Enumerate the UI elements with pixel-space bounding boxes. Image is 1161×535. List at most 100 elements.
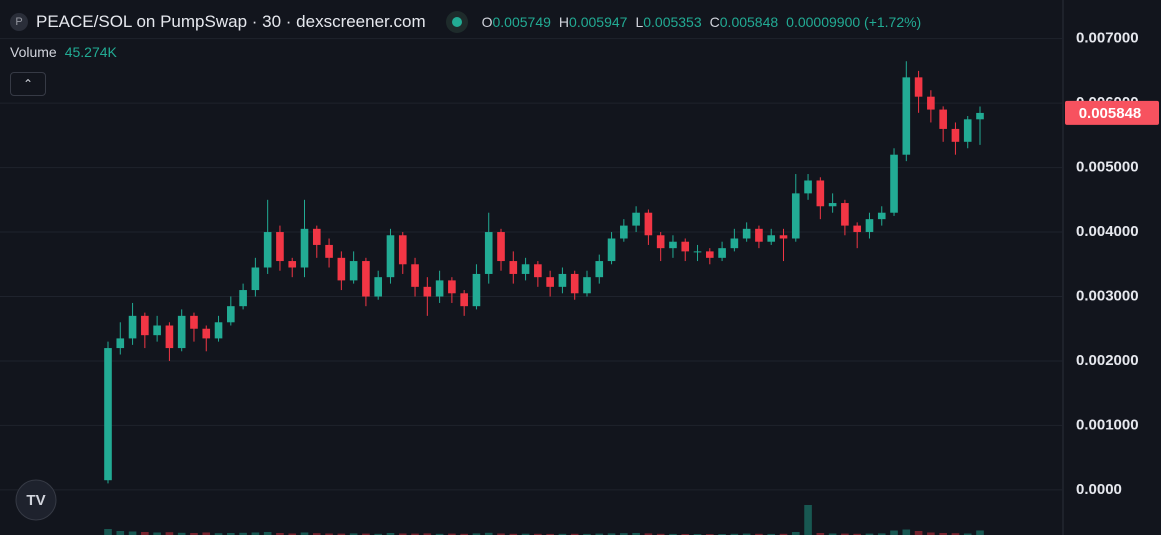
- candle-body: [927, 96, 935, 110]
- volume-bar: [865, 533, 874, 535]
- collapse-button[interactable]: ⌃: [10, 72, 46, 96]
- candle-body: [497, 232, 505, 262]
- price-axis: 0.0000 0.001000 0.002000 0.003000 0.004000 0.…: [1065, 30, 1159, 498]
- volume-bar: [767, 533, 776, 535]
- candle-body: [349, 261, 358, 281]
- volume-bar: [214, 533, 223, 535]
- candle-body: [705, 251, 714, 258]
- volume-bar: [177, 532, 186, 535]
- volume-bar: [165, 532, 174, 535]
- volume-bar: [742, 533, 751, 535]
- y-tick-label: 0.001000: [1076, 416, 1139, 433]
- candle-body: [251, 267, 260, 291]
- candle-body: [656, 235, 665, 249]
- last-price-label: 0.005848: [1079, 105, 1142, 122]
- ohlc-key: H: [558, 14, 570, 30]
- candle-body: [632, 212, 640, 226]
- candle-body: [202, 328, 211, 339]
- volume-bar: [509, 533, 518, 535]
- candle-body: [300, 228, 309, 268]
- volume-bar: [877, 533, 886, 535]
- volume-bar: [411, 533, 419, 535]
- candle-body: [116, 338, 125, 349]
- y-tick-label: 0.004000: [1076, 223, 1139, 240]
- volume-bar: [902, 529, 911, 535]
- volume-bar: [804, 505, 812, 535]
- candle-body: [939, 109, 947, 129]
- volume-value: 45.274K: [64, 44, 117, 60]
- volume-bar: [128, 531, 137, 535]
- volume-bar: [423, 533, 432, 535]
- header: P PEACE/SOL on PumpSwap · 30 · dexscreen…: [10, 10, 921, 34]
- symbol-icon: P: [10, 13, 28, 31]
- volume-bar: [779, 533, 788, 535]
- volume-bar: [755, 533, 763, 535]
- volume-bar: [497, 533, 505, 535]
- volume-bar: [534, 533, 542, 535]
- candle-body: [177, 315, 186, 349]
- volume-bar: [963, 533, 972, 535]
- candle-body: [534, 264, 542, 278]
- candle-body: [484, 232, 493, 274]
- volume-bar: [939, 533, 947, 535]
- candle-body: [570, 273, 579, 294]
- volume-bar: [558, 533, 567, 535]
- candle-body: [165, 325, 174, 349]
- status-indicator: [445, 11, 468, 33]
- candle-body: [386, 235, 395, 278]
- volume-bar: [349, 533, 358, 535]
- ohlc-key: C: [709, 14, 720, 30]
- candle-body: [374, 277, 383, 297]
- ohlc-legend: O0.005749 H0.005947 L0.005353 C0.005848: [482, 14, 779, 30]
- volume-bar: [607, 533, 616, 535]
- candle-body: [448, 280, 456, 294]
- ohlc-item: L0.005353: [635, 14, 701, 30]
- ohlc-value: 0.005947: [569, 14, 628, 30]
- volume-bar: [644, 533, 653, 535]
- volume-bar: [927, 532, 935, 535]
- last-price-box: [1065, 100, 1159, 125]
- candle-body: [620, 225, 628, 239]
- volume-pane: [104, 505, 984, 535]
- volume-bar: [730, 533, 739, 535]
- candle-body: [595, 261, 604, 278]
- volume-bar: [288, 533, 297, 535]
- y-tick-label: 0.0000: [1076, 481, 1122, 498]
- candle-body: [263, 232, 272, 268]
- volume-bar: [890, 530, 898, 535]
- volume-bar: [484, 532, 493, 535]
- ohlc-key: L: [635, 14, 644, 30]
- volume-bar: [251, 532, 260, 535]
- volume-bar: [398, 533, 407, 535]
- volume-bar: [141, 532, 149, 535]
- candle-body: [141, 315, 149, 336]
- candle-body: [669, 241, 677, 249]
- candle-body: [742, 228, 751, 239]
- candle-body: [767, 235, 776, 242]
- ohlc-item: H0.005947: [559, 14, 628, 30]
- candle-body: [607, 238, 616, 262]
- volume-bar: [521, 533, 530, 535]
- candle-body: [779, 235, 788, 239]
- volume-bar: [791, 532, 800, 535]
- candle-body: [460, 293, 468, 307]
- ohlc-item: O0.005749: [482, 14, 551, 30]
- volume-bar: [300, 532, 309, 535]
- candle-body: [546, 277, 554, 287]
- volume-bar: [227, 533, 235, 535]
- volume-bar: [853, 533, 861, 535]
- volume-name: Volume: [10, 44, 57, 60]
- candle-body: [312, 228, 321, 245]
- candle-body: [337, 257, 346, 281]
- y-tick-label: 0.005000: [1076, 159, 1139, 176]
- volume-bar: [595, 533, 604, 535]
- volume-bar: [816, 533, 825, 535]
- volume-bar: [312, 533, 321, 535]
- candle-body: [227, 306, 235, 323]
- candle-body: [791, 193, 800, 239]
- candle-body: [718, 248, 726, 258]
- volume-bar: [153, 532, 161, 535]
- volume-legend: Volume 45.274K: [10, 44, 117, 60]
- candle-body: [214, 322, 223, 339]
